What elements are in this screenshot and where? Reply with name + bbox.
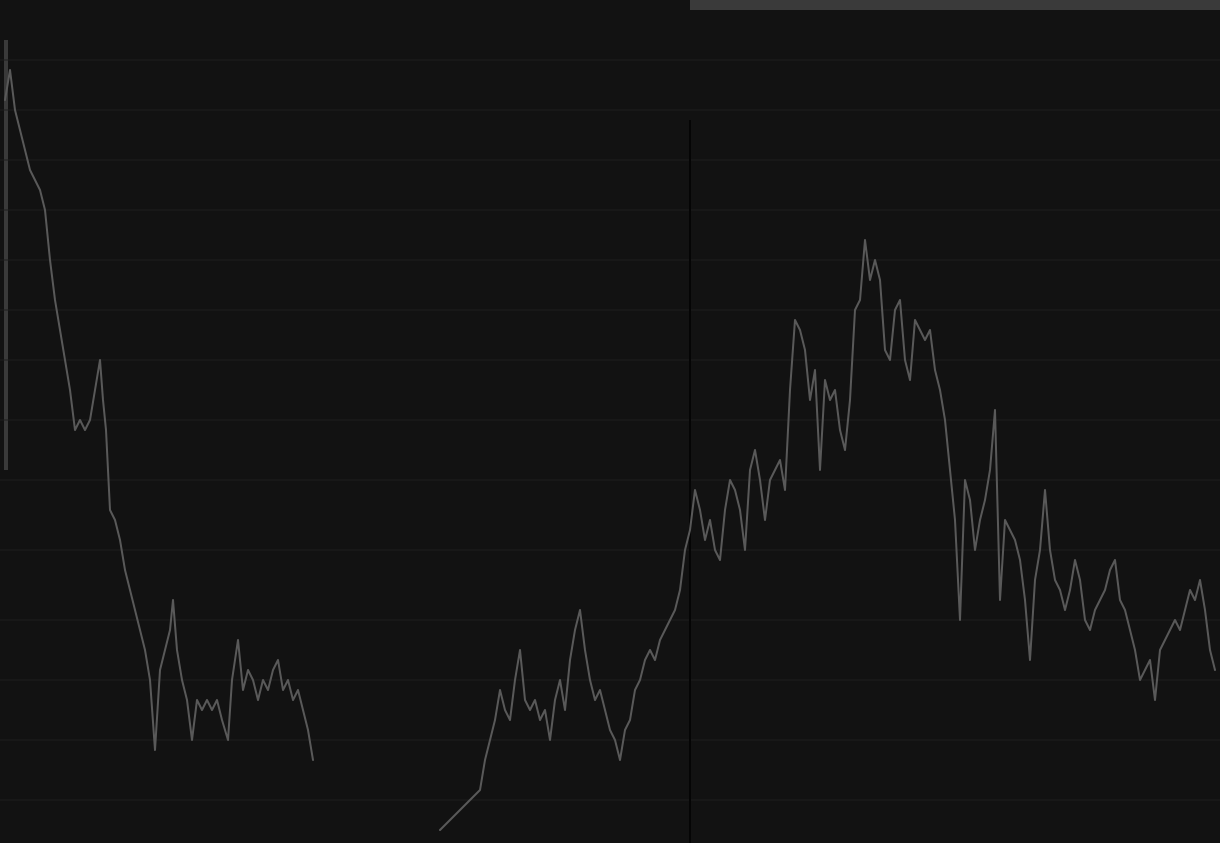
series-line-1 (439, 239, 1216, 831)
top-status-bar (690, 0, 1220, 10)
series-line-0 (4, 69, 314, 761)
grid-layer (0, 59, 1220, 801)
left-axis-bar (4, 40, 8, 470)
series-layer (4, 69, 1216, 831)
